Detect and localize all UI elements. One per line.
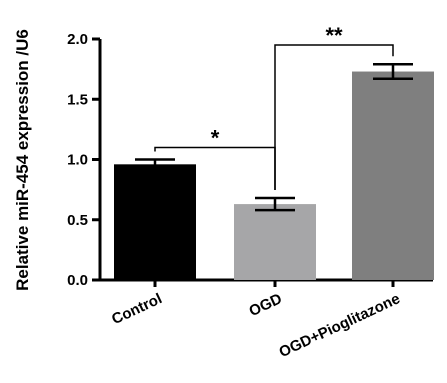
y-tick-label: 0.5 bbox=[67, 212, 88, 229]
y-tick-label: 2.0 bbox=[67, 31, 88, 48]
significance-bracket bbox=[274, 44, 394, 191]
x-tick-label: Control bbox=[109, 290, 165, 328]
significance-label: ** bbox=[325, 23, 343, 48]
x-tick-label: OGD bbox=[247, 290, 285, 320]
bar-control bbox=[114, 164, 196, 280]
significance-label: * bbox=[211, 125, 220, 150]
y-tick-label: 0.0 bbox=[67, 272, 88, 289]
y-tick-label: 1.0 bbox=[67, 152, 88, 169]
y-tick-label: 1.5 bbox=[67, 91, 88, 108]
y-axis-title: Relative miR-454 expression /U6 bbox=[13, 29, 32, 291]
x-tick-label: OGD+Pioglitazone bbox=[277, 290, 403, 361]
bar-ogd-pioglitazone bbox=[352, 71, 434, 280]
plot-area: 0.0 0.5 1.0 1.5 2.0 Control OGDOGD+Pioglitazon… bbox=[67, 23, 434, 361]
bar-ogd bbox=[234, 204, 316, 280]
